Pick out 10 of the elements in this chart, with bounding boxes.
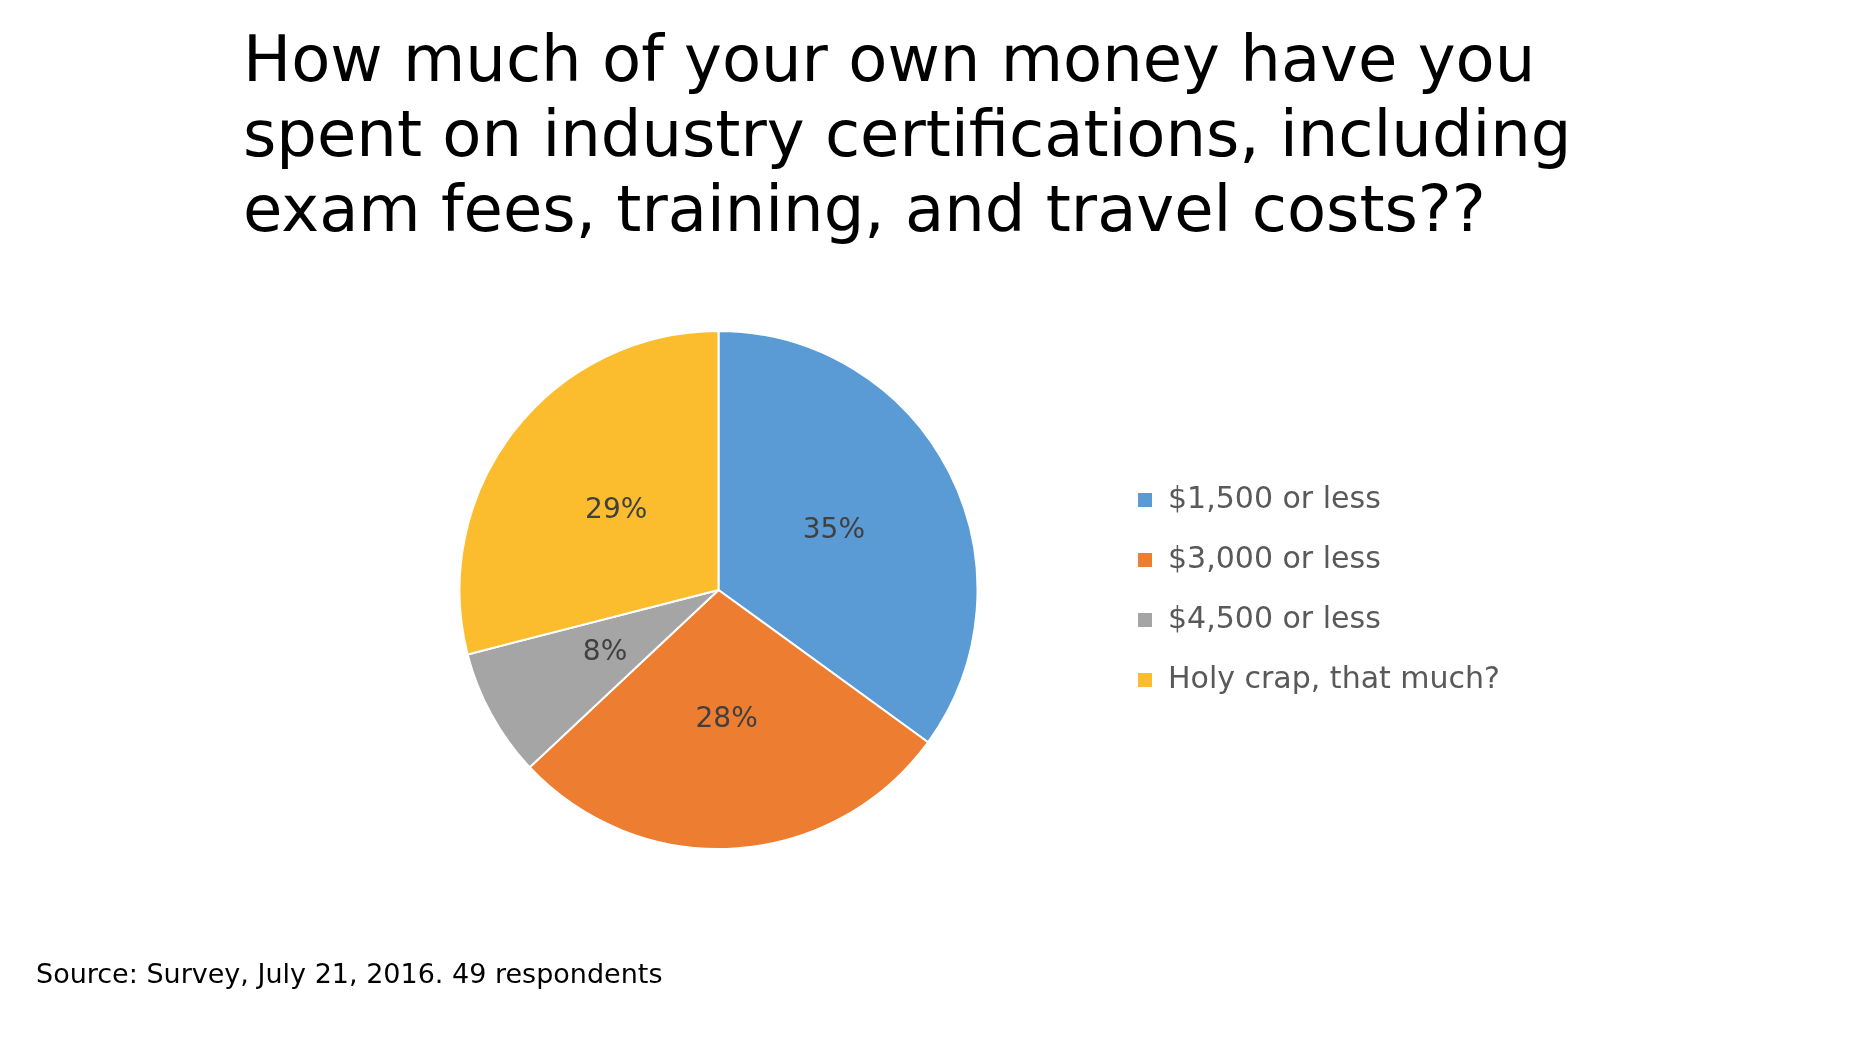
data-label: 28% [695, 700, 758, 734]
legend-label: Holy crap, that much? [1168, 659, 1501, 695]
source-note: Source: Survey, July 21, 2016. 49 respondents [36, 958, 663, 989]
chart-title: How much of your own money have you spent on industry certifications, including exam fees, training, and travel costs?? [243, 22, 1573, 247]
legend-label: $4,500 or less [1168, 599, 1381, 635]
data-label: 8% [582, 633, 628, 667]
legend-label: $1,500 or less [1168, 479, 1381, 515]
legend-label: $3,000 or less [1168, 539, 1381, 575]
data-label: 29% [585, 491, 648, 525]
data-label: 35% [802, 512, 866, 546]
